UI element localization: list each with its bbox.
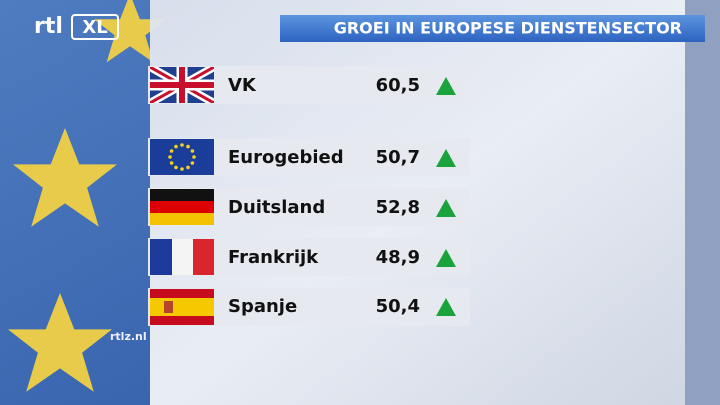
row: Eurogebied 50,7 [148,138,470,176]
logo-text: rtl [34,14,63,39]
row-value: 52,8 [376,197,420,218]
row: Spanje 50,4 [148,288,470,326]
up-arrow [436,249,456,267]
flag-es [150,289,214,325]
row: Frankrijk 48,9 [148,238,470,276]
up-arrow [436,149,456,167]
up-arrow [436,298,456,316]
flag-de [150,189,214,225]
row-value: 60,5 [376,75,420,96]
logo-box [71,14,119,40]
row-value: 48,9 [376,247,420,268]
row-label: Eurogebied [228,147,344,168]
row-label: Duitsland [228,197,325,218]
flag-eu-stars [168,143,196,171]
row-label: Spanje [228,296,297,317]
logo-text: XL [82,17,107,38]
title: GROEI IN EUROPESE DIENSTENSECTOR [334,19,682,38]
flag-fr [150,239,214,275]
up-arrow [436,77,456,95]
row-value: 50,4 [376,296,420,317]
footer: rtlz.nl [110,330,147,343]
up-arrow [436,199,456,217]
title-bar [280,15,705,42]
row: VK 60,5 [148,66,470,104]
row-label: VK [228,75,257,96]
row-label: Frankrijk [228,247,319,268]
side [685,0,720,405]
flag-uk [150,67,214,103]
row-value: 50,7 [376,147,420,168]
row: Duitsland 52,8 [148,188,470,226]
